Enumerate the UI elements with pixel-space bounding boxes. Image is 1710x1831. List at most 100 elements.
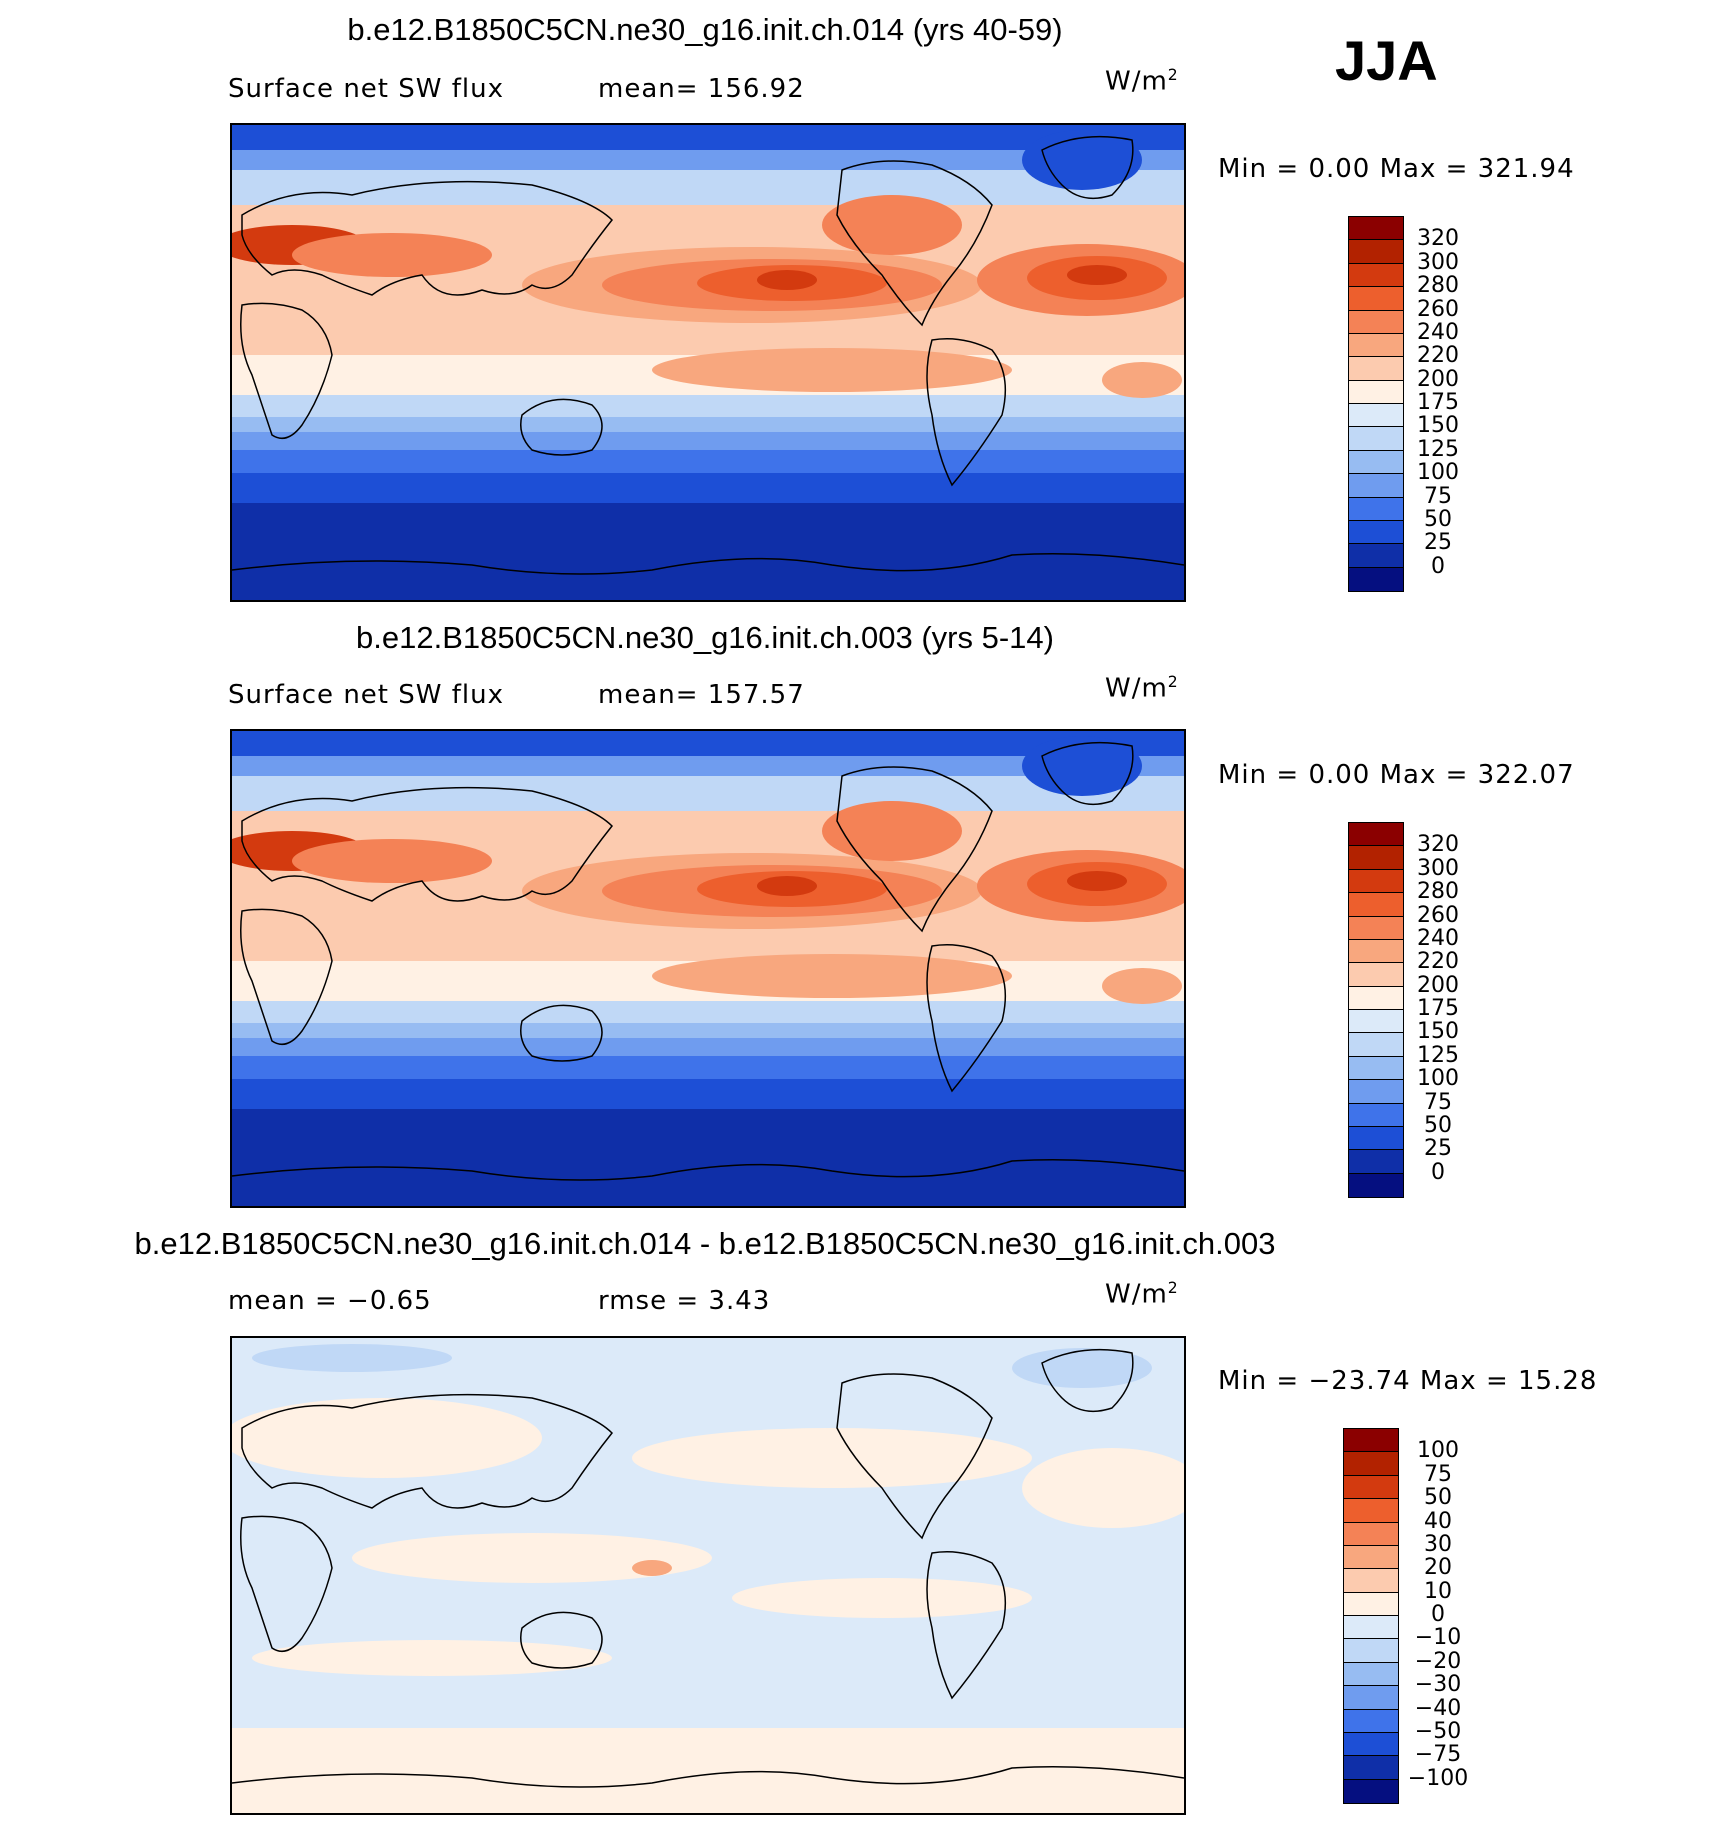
colorbar-segment bbox=[1349, 497, 1403, 521]
colorbar-tick-label: 10 bbox=[1424, 1578, 1452, 1604]
panel3-colorbar-ticks: 100 75 50 40 30 20 10 0 −10 −20 −30 −40 −50 −75 −100 bbox=[1403, 1428, 1473, 1802]
colorbar-tick-label: 280 bbox=[1417, 273, 1459, 299]
colorbar-tick-label: 260 bbox=[1417, 296, 1459, 322]
colorbar-segment bbox=[1349, 217, 1403, 241]
colorbar-segment bbox=[1344, 1522, 1398, 1546]
colorbar-segment bbox=[1344, 1686, 1398, 1710]
colorbar-segment bbox=[1349, 939, 1403, 964]
colorbar-tick-label: 300 bbox=[1417, 249, 1459, 275]
colorbar-tick-label: 175 bbox=[1417, 390, 1459, 415]
colorbar-tick-label: 150 bbox=[1417, 1019, 1459, 1045]
panel1-mean-label: mean= 156.92 bbox=[598, 74, 805, 104]
panel2-minmax: Min = 0.00 Max = 322.07 bbox=[1218, 760, 1575, 790]
panel3-map-svg bbox=[232, 1338, 1184, 1813]
panel1-variable-label: Surface net SW flux bbox=[228, 74, 504, 104]
colorbar-segment bbox=[1349, 380, 1403, 404]
colorbar-tick-label: 220 bbox=[1417, 949, 1459, 975]
colorbar-segment bbox=[1344, 1545, 1398, 1570]
colorbar-segment bbox=[1344, 1429, 1398, 1453]
colorbar-tick-label: 25 bbox=[1424, 530, 1452, 556]
colorbar-tick-label: −30 bbox=[1414, 1672, 1462, 1698]
colorbar-segment bbox=[1349, 869, 1403, 894]
colorbar-segment bbox=[1344, 1709, 1398, 1733]
colorbar-tick-label: 300 bbox=[1417, 855, 1459, 881]
panel2-colorbar-ticks: 320 300 280 260 240 220 200 175 150 125 100 75 50 25 0 bbox=[1403, 822, 1473, 1196]
colorbar-segment bbox=[1349, 1103, 1403, 1127]
colorbar-segment bbox=[1349, 846, 1403, 870]
colorbar-segment bbox=[1349, 310, 1403, 334]
panel3-units: W/m2 bbox=[1105, 1279, 1179, 1310]
colorbar-segment bbox=[1349, 427, 1403, 451]
colorbar-tick-label: 100 bbox=[1417, 1438, 1459, 1464]
panel1-title: b.e12.B1850C5CN.ne30_g16.init.ch.014 (yr… bbox=[347, 12, 1063, 47]
panel3-colorbar bbox=[1343, 1428, 1399, 1804]
colorbar-segment bbox=[1344, 1499, 1398, 1523]
colorbar-segment bbox=[1349, 404, 1403, 428]
panel1-map bbox=[230, 123, 1186, 602]
colorbar-segment bbox=[1349, 263, 1403, 288]
colorbar-tick-label: 240 bbox=[1417, 319, 1459, 345]
colorbar-tick-label: −20 bbox=[1414, 1648, 1462, 1674]
colorbar-tick-label: 125 bbox=[1417, 436, 1459, 462]
colorbar-segment bbox=[1349, 893, 1403, 917]
panel1-map-svg bbox=[232, 125, 1184, 600]
colorbar-tick-label: 75 bbox=[1424, 1461, 1452, 1487]
colorbar-segment bbox=[1349, 240, 1403, 264]
colorbar-segment bbox=[1344, 1732, 1398, 1757]
panel3-map bbox=[230, 1336, 1186, 1815]
colorbar-segment bbox=[1344, 1779, 1398, 1803]
colorbar-segment bbox=[1349, 916, 1403, 940]
panel2-title: b.e12.B1850C5CN.ne30_g16.init.ch.003 (yr… bbox=[356, 620, 1054, 655]
panel2-variable-label: Surface net SW flux bbox=[228, 680, 504, 710]
season-label: JJA bbox=[1335, 29, 1438, 92]
panel2-colorbar bbox=[1348, 822, 1404, 1198]
colorbar-tick-label: −40 bbox=[1414, 1695, 1462, 1721]
panel1-colorbar-ticks: 320 300 280 260 240 220 200 175 150 125 100 75 50 25 0 bbox=[1403, 216, 1473, 590]
colorbar-tick-label: 260 bbox=[1417, 902, 1459, 928]
colorbar-tick-label: 100 bbox=[1417, 1066, 1459, 1092]
panel3-title: b.e12.B1850C5CN.ne30_g16.init.ch.014 - b… bbox=[134, 1226, 1276, 1261]
colorbar-tick-label: −100 bbox=[1407, 1765, 1469, 1791]
colorbar-segment bbox=[1349, 1010, 1403, 1034]
panel3-mean-label: mean = −0.65 bbox=[228, 1286, 432, 1316]
colorbar-segment bbox=[1349, 520, 1403, 545]
colorbar-tick-label: 320 bbox=[1417, 832, 1459, 858]
colorbar-segment bbox=[1349, 1126, 1403, 1151]
colorbar-segment bbox=[1349, 544, 1403, 568]
colorbar-segment bbox=[1349, 1033, 1403, 1057]
colorbar-segment bbox=[1349, 963, 1403, 987]
colorbar-segment bbox=[1349, 474, 1403, 498]
panel1-units: W/m2 bbox=[1105, 66, 1179, 97]
colorbar-tick-label: 20 bbox=[1424, 1555, 1452, 1581]
colorbar-tick-label: 40 bbox=[1424, 1508, 1452, 1534]
colorbar-segment bbox=[1349, 823, 1403, 847]
colorbar-segment bbox=[1349, 1080, 1403, 1104]
panel2-mean-label: mean= 157.57 bbox=[598, 680, 805, 710]
colorbar-tick-label: −10 bbox=[1414, 1625, 1462, 1651]
colorbar-tick-label: 0 bbox=[1431, 553, 1445, 579]
colorbar-segment bbox=[1344, 1662, 1398, 1687]
panel3-rmse-label: rmse = 3.43 bbox=[598, 1286, 771, 1316]
colorbar-tick-label: −75 bbox=[1414, 1742, 1462, 1768]
panel2-map bbox=[230, 729, 1186, 1208]
colorbar-tick-label: 280 bbox=[1417, 879, 1459, 905]
colorbar-segment bbox=[1349, 357, 1403, 381]
colorbar-tick-label: 150 bbox=[1417, 413, 1459, 439]
colorbar-segment bbox=[1344, 1569, 1398, 1593]
colorbar-tick-label: 75 bbox=[1424, 1089, 1452, 1115]
colorbar-tick-label: 320 bbox=[1417, 226, 1459, 252]
colorbar-segment bbox=[1344, 1475, 1398, 1500]
colorbar-tick-label: 100 bbox=[1417, 460, 1459, 486]
panel1-colorbar bbox=[1348, 216, 1404, 592]
colorbar-segment bbox=[1344, 1639, 1398, 1663]
colorbar-tick-label: 75 bbox=[1424, 483, 1452, 509]
colorbar-segment bbox=[1344, 1756, 1398, 1780]
colorbar-tick-label: 240 bbox=[1417, 925, 1459, 951]
colorbar-segment bbox=[1349, 1150, 1403, 1174]
colorbar-tick-label: 50 bbox=[1424, 1112, 1452, 1138]
colorbar-tick-label: 175 bbox=[1417, 996, 1459, 1021]
colorbar-segment bbox=[1349, 287, 1403, 311]
colorbar-segment bbox=[1344, 1592, 1398, 1616]
colorbar-segment bbox=[1349, 1056, 1403, 1081]
panel3-minmax: Min = −23.74 Max = 15.28 bbox=[1218, 1366, 1598, 1396]
